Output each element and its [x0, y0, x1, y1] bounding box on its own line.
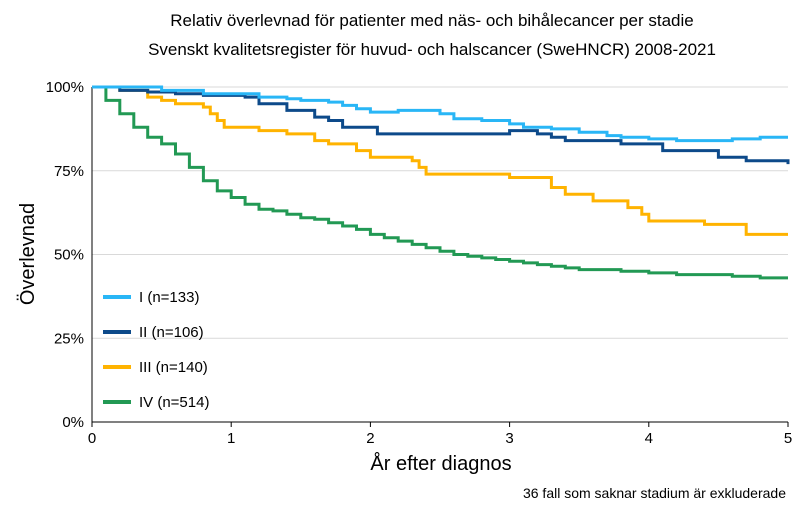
x-tick-label: 5 — [784, 430, 792, 447]
x-tick-label: 0 — [88, 430, 96, 447]
axes: 0% 25% 50% 75% 100% 0 1 2 3 4 5 — [46, 79, 793, 447]
legend-label: III (n=140) — [139, 359, 208, 376]
y-axis-label: Överlevnad — [17, 203, 39, 305]
legend-label: IV (n=514) — [139, 394, 209, 411]
x-tick-label: 4 — [645, 430, 653, 447]
gridlines — [92, 86, 788, 339]
x-tick-label: 1 — [227, 430, 235, 447]
series-line — [92, 85, 788, 143]
x-tick-label: 2 — [366, 430, 374, 447]
series-line — [92, 85, 788, 280]
legend-label: I (n=133) — [139, 289, 199, 306]
series-line — [92, 85, 790, 165]
footnote: 36 fall som saknar stadium är exkluderad… — [523, 485, 786, 501]
y-tick-label: 0% — [62, 414, 84, 431]
legend: I (n=133) II (n=106) III (n=140) IV (n=514) — [103, 289, 209, 411]
x-tick-label: 3 — [505, 430, 513, 447]
x-axis-label: År efter diagnos — [370, 452, 511, 475]
series-lines — [92, 85, 790, 280]
y-tick-label: 75% — [54, 163, 84, 180]
chart-subtitle: Svenskt kvalitetsregister för huvud- och… — [148, 40, 716, 59]
y-tick-label: 50% — [54, 247, 84, 264]
legend-label: II (n=106) — [139, 324, 204, 341]
y-tick-label: 100% — [46, 79, 84, 96]
y-tick-label: 25% — [54, 330, 84, 347]
chart-title: Relativ överlevnad för patienter med näs… — [170, 11, 694, 30]
series-line — [92, 85, 788, 236]
